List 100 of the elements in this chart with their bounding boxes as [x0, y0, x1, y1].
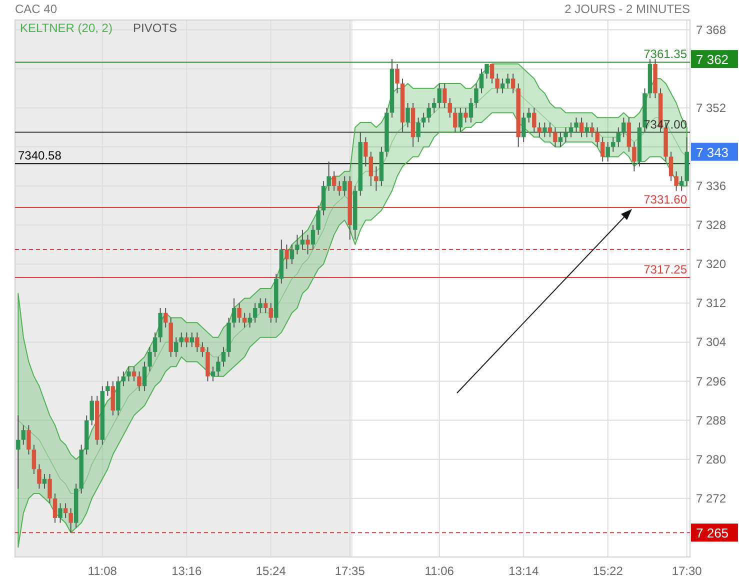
candlestick: [464, 107, 468, 124]
y-tick-label: 7 296: [696, 374, 726, 388]
candlestick: [568, 122, 574, 138]
candlestick: [668, 151, 674, 182]
candlestick: [558, 132, 563, 148]
candlestick: [268, 302, 273, 324]
y-tick-label: 7 328: [696, 218, 726, 232]
ref-line-label: 7317.25: [644, 262, 688, 277]
candlestick: [522, 112, 526, 143]
y-tick-label: 7 336: [696, 178, 726, 193]
candlestick: [26, 424, 31, 455]
candlestick: [210, 366, 216, 382]
text: KELTNER (20, 2): [20, 21, 112, 35]
candlestick: [548, 122, 552, 138]
x-tick-label: 13:14: [508, 564, 539, 578]
candlestick: [468, 98, 474, 124]
candlestick: [68, 508, 73, 534]
candlestick: [163, 308, 168, 328]
candlestick: [622, 117, 626, 138]
candlestick: [368, 151, 374, 186]
candlestick: [264, 298, 268, 314]
text: 7 362: [696, 52, 729, 68]
ref-line-label: 7331.60: [644, 192, 688, 206]
y-tick-label: 7 352: [696, 100, 726, 115]
candlestick: [564, 126, 568, 143]
candlestick: [606, 142, 610, 162]
candlestick: [184, 332, 189, 348]
y-tick-label: 7 272: [696, 491, 726, 506]
candlestick: [232, 298, 236, 328]
candlestick: [442, 82, 447, 108]
candlestick: [52, 493, 58, 524]
annotation: PIVOTS: [133, 21, 178, 35]
candlestick: [142, 361, 147, 392]
candlestick: [306, 234, 310, 255]
candlestick: [553, 126, 558, 148]
candlestick: [395, 63, 400, 94]
x-tick-label: 11:08: [88, 564, 118, 578]
x-tick-label: 11:06: [424, 564, 454, 578]
candlestick: [90, 395, 94, 426]
candlestick: [132, 366, 136, 382]
candlestick: [106, 380, 110, 396]
candlestick: [42, 474, 47, 490]
candlestick: [590, 122, 594, 138]
candlestick: [574, 117, 578, 133]
candlestick: [221, 346, 226, 368]
candlestick: [674, 170, 678, 192]
x-tick-label: 13:16: [172, 564, 202, 578]
x-tick-label: 17:35: [334, 564, 366, 578]
candlestick: [152, 332, 158, 358]
x-tick-label: 15:22: [592, 564, 624, 578]
candlestick: [679, 176, 684, 192]
candlestick: [600, 136, 605, 162]
text: 7 343: [696, 144, 729, 160]
y-tick-label: 7 320: [696, 257, 726, 272]
candlestick: [484, 63, 489, 80]
candlestick: [326, 161, 331, 192]
x-tick-label: 17:30: [672, 564, 702, 578]
candlestick: [342, 176, 347, 196]
candlestick: [16, 414, 20, 490]
candlestick: [500, 78, 505, 94]
candlestick: [595, 126, 600, 148]
candlestick: [332, 170, 336, 192]
candlestick: [448, 98, 452, 118]
candlestick: [406, 102, 410, 128]
candlestick: [63, 502, 68, 518]
candlestick: [542, 122, 547, 138]
candlestick: [584, 122, 589, 138]
chart-subtitle: 2 JOURS - 2 MINUTES: [564, 2, 690, 16]
y-tick-label: 7 304: [696, 335, 726, 350]
candlestick: [126, 366, 131, 382]
candlestick: [290, 244, 294, 265]
candlestick: [32, 444, 36, 475]
candlestick: [490, 63, 494, 84]
y-tick-label: 7 312: [696, 296, 726, 310]
candlestick: [432, 98, 436, 114]
candlestick: [295, 234, 300, 255]
candlestick: [216, 356, 220, 377]
candlestick: [248, 312, 252, 328]
y-tick-label: 7 280: [696, 452, 726, 466]
candlestick: [416, 117, 420, 143]
candlestick: [510, 73, 516, 94]
candlestick: [579, 117, 584, 138]
candlestick: [611, 136, 616, 152]
candlestick: [121, 370, 126, 387]
candlestick: [58, 502, 62, 524]
candlestick: [200, 342, 205, 358]
candlestick: [421, 112, 426, 128]
candlestick: [532, 107, 536, 133]
candlestick: [137, 370, 142, 392]
candlestick: [237, 302, 242, 324]
candlestick: [364, 136, 368, 167]
candlestick: [479, 68, 484, 94]
candlestick: [337, 180, 342, 196]
chart-title: CAC 40: [15, 2, 58, 16]
candlestick: [437, 82, 442, 108]
y-tick-label: 7 288: [696, 413, 726, 428]
candlestick: [616, 126, 620, 148]
candlestick: [284, 244, 289, 270]
candlestick: [48, 474, 52, 504]
candlestick: [195, 332, 200, 352]
